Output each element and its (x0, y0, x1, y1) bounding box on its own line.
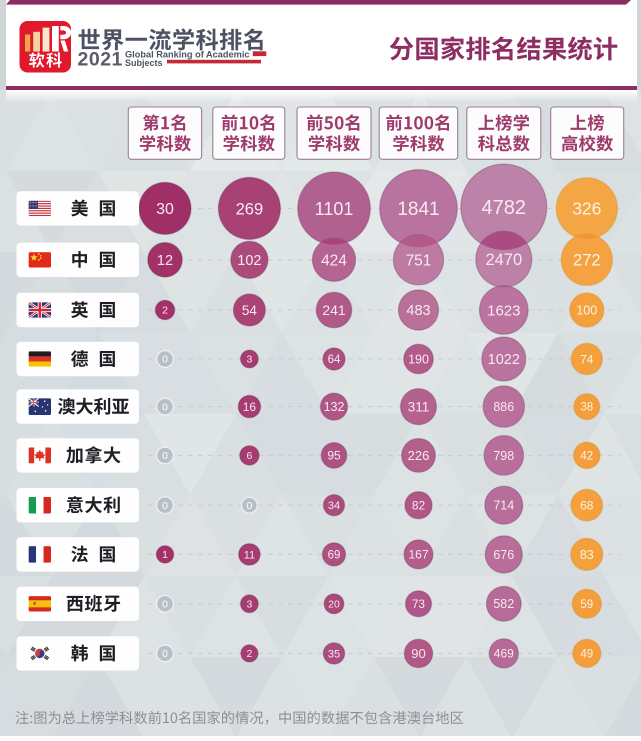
svg-text:326: 326 (572, 199, 601, 219)
svg-text:311: 311 (408, 399, 430, 414)
svg-text:90: 90 (411, 646, 425, 661)
svg-text:424: 424 (321, 252, 347, 269)
svg-text:2470: 2470 (485, 251, 522, 269)
svg-text:1101: 1101 (315, 199, 354, 219)
svg-text:167: 167 (408, 548, 428, 562)
svg-text:190: 190 (408, 352, 429, 366)
svg-text:0: 0 (162, 401, 168, 413)
svg-text:49: 49 (580, 649, 593, 661)
svg-text:0: 0 (162, 500, 168, 512)
svg-text:0: 0 (246, 500, 252, 512)
svg-text:35: 35 (328, 648, 340, 660)
svg-text:69: 69 (328, 550, 341, 562)
svg-text:12: 12 (157, 253, 173, 269)
svg-text:1022: 1022 (488, 352, 520, 368)
svg-text:798: 798 (493, 449, 514, 463)
svg-text:Global Ranking of Academic: Global Ranking of Academic (125, 49, 250, 60)
svg-text:30: 30 (156, 201, 174, 218)
svg-text:16: 16 (243, 400, 257, 414)
svg-text:34: 34 (328, 500, 340, 512)
svg-text:751: 751 (406, 252, 432, 269)
svg-text:68: 68 (580, 499, 594, 513)
svg-text:74: 74 (580, 352, 594, 366)
svg-text:95: 95 (327, 449, 341, 463)
svg-text:83: 83 (580, 548, 594, 562)
svg-text:132: 132 (324, 400, 345, 414)
svg-text:1623: 1623 (487, 302, 520, 319)
svg-text:100: 100 (576, 303, 597, 317)
svg-text:226: 226 (408, 448, 430, 463)
svg-text:483: 483 (406, 303, 430, 319)
svg-text:20: 20 (328, 599, 340, 611)
svg-text:6: 6 (246, 450, 252, 462)
svg-text:272: 272 (573, 252, 601, 270)
svg-text:4782: 4782 (482, 197, 527, 219)
svg-text:3: 3 (246, 599, 252, 611)
svg-text:82: 82 (412, 499, 426, 513)
svg-text:469: 469 (494, 647, 514, 661)
svg-text:1: 1 (162, 549, 168, 561)
svg-text:2: 2 (162, 305, 168, 317)
svg-text:269: 269 (236, 200, 264, 218)
svg-text:2021: 2021 (78, 49, 123, 71)
svg-text:1841: 1841 (397, 199, 439, 220)
svg-text:0: 0 (162, 450, 168, 462)
svg-text:582: 582 (493, 597, 514, 611)
svg-text:102: 102 (237, 253, 261, 269)
svg-text:11: 11 (244, 549, 255, 561)
svg-text:886: 886 (493, 400, 514, 414)
svg-text:714: 714 (493, 499, 514, 513)
svg-text:0: 0 (162, 354, 168, 366)
svg-text:0: 0 (162, 599, 168, 611)
svg-text:3: 3 (246, 354, 252, 366)
svg-text:Subjects: Subjects (125, 58, 163, 69)
svg-text:38: 38 (580, 402, 593, 414)
svg-text:676: 676 (493, 548, 514, 562)
svg-text:64: 64 (328, 354, 341, 366)
svg-text:42: 42 (580, 451, 593, 463)
svg-text:241: 241 (322, 302, 346, 318)
svg-text:0: 0 (162, 648, 168, 660)
svg-text:59: 59 (580, 599, 593, 611)
svg-text:54: 54 (242, 303, 258, 318)
svg-text:2: 2 (246, 648, 252, 660)
svg-text:73: 73 (412, 599, 425, 611)
